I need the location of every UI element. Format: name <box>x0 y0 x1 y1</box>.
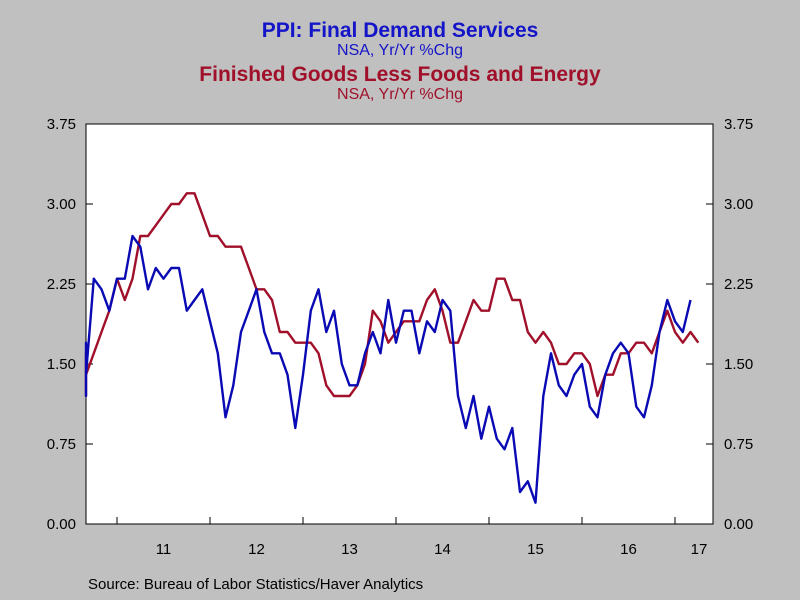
series-line-services <box>84 234 692 504</box>
y-tick-label-right: 1.50 <box>724 356 753 373</box>
chart-title-services: PPI: Final Demand Services <box>261 19 539 42</box>
y-tick-label-left: 3.75 <box>47 116 76 133</box>
y-tick-label-left: 1.50 <box>47 356 76 373</box>
y-tick-label-left: 0.75 <box>47 436 76 453</box>
y-tick-label-left: 0.00 <box>47 516 76 533</box>
x-tick-label: 11 <box>156 541 172 558</box>
x-tick-label: 15 <box>527 541 544 558</box>
x-tick-label: 16 <box>620 541 637 558</box>
y-tick-label-right: 3.75 <box>724 116 753 133</box>
source-note: Source: Bureau of Labor Statistics/Haver… <box>88 576 424 593</box>
y-tick-label-left: 3.00 <box>47 196 76 213</box>
y-tick-label-right: 0.75 <box>724 436 753 453</box>
chart-subtitle-goods: NSA, Yr/Yr %Chg <box>337 86 463 103</box>
x-tick-label: 14 <box>434 541 451 558</box>
y-tick-label-left: 2.25 <box>47 276 76 293</box>
chart-subtitle-services: NSA, Yr/Yr %Chg <box>337 42 463 59</box>
y-tick-label-right: 2.25 <box>724 276 753 293</box>
x-tick-label: 17 <box>691 541 708 558</box>
chart-title-goods: Finished Goods Less Foods and Energy <box>199 63 601 86</box>
y-tick-label-right: 3.00 <box>724 196 753 213</box>
y-tick-label-right: 0.00 <box>724 516 753 533</box>
x-tick-label: 12 <box>248 541 265 558</box>
x-tick-label: 13 <box>341 541 358 558</box>
series-line-goods <box>84 192 700 398</box>
